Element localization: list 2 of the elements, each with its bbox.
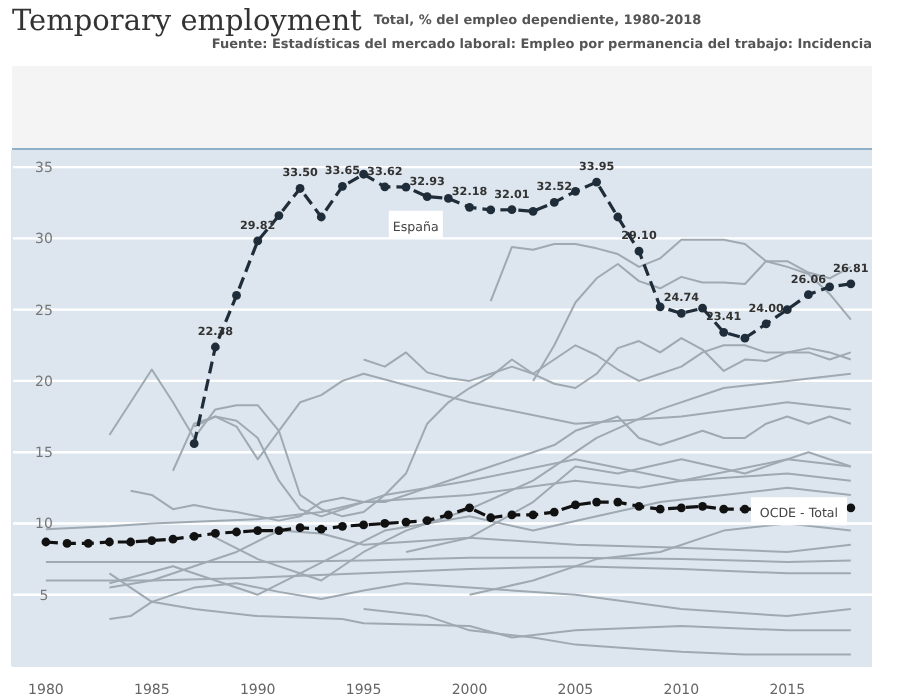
chart-subtitle: Total, % del empleo dependiente, 1980-2018 [373,12,702,28]
chart-title: Temporary employment [12,6,362,38]
